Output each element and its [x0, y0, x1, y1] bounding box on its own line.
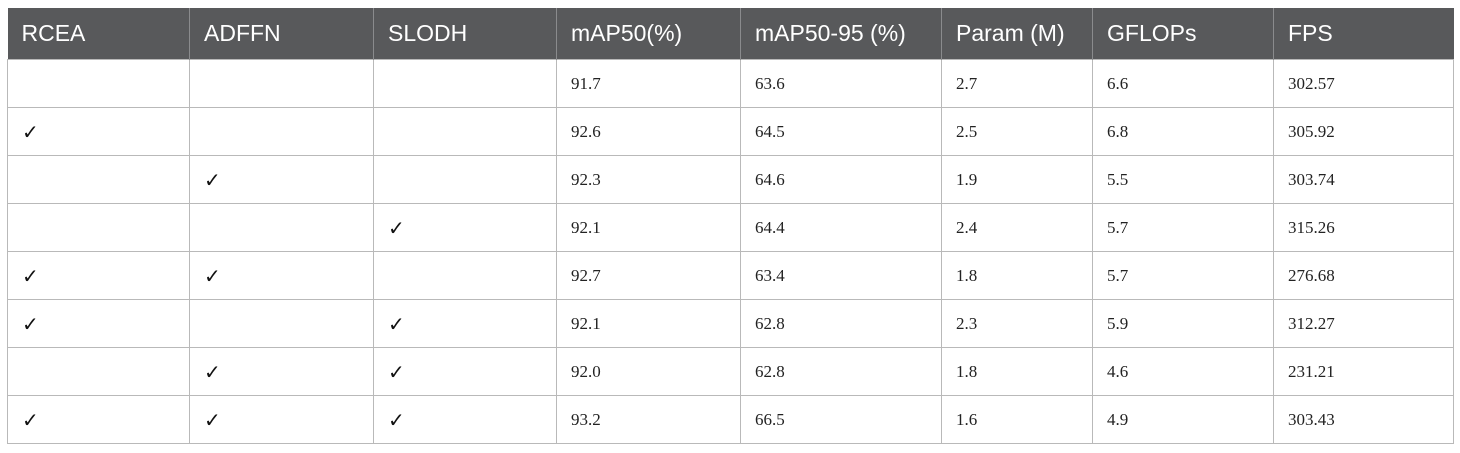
ablation-table: RCEA ADFFN SLODH mAP50(%) mAP50-95 (%) P… [7, 8, 1454, 444]
table-row: ✓ 92.6 64.5 2.5 6.8 305.92 [7, 107, 1454, 156]
cell-map50-95: 62.8 [740, 347, 942, 396]
cell-gflops: 6.8 [1092, 107, 1274, 156]
cell-map50-95: 64.6 [740, 155, 942, 204]
cell-slodh [373, 155, 557, 204]
cell-rcea [7, 59, 190, 108]
ablation-table-container: RCEA ADFFN SLODH mAP50(%) mAP50-95 (%) P… [7, 8, 1454, 444]
cell-map50: 91.7 [556, 59, 741, 108]
table-row: ✓ 92.1 64.4 2.4 5.7 315.26 [7, 203, 1454, 252]
cell-slodh [373, 107, 557, 156]
header-adffn: ADFFN [189, 8, 374, 60]
cell-param: 1.8 [941, 347, 1093, 396]
cell-adffn: ✓ [189, 347, 374, 396]
cell-fps: 305.92 [1273, 107, 1454, 156]
cell-map50-95: 62.8 [740, 299, 942, 348]
cell-map50: 92.1 [556, 203, 741, 252]
cell-rcea: ✓ [7, 299, 190, 348]
cell-param: 1.8 [941, 251, 1093, 300]
cell-fps: 303.74 [1273, 155, 1454, 204]
cell-map50: 92.6 [556, 107, 741, 156]
cell-rcea [7, 347, 190, 396]
cell-adffn: ✓ [189, 251, 374, 300]
table-body: 91.7 63.6 2.7 6.6 302.57 ✓ 92.6 64.5 2.5… [7, 59, 1454, 444]
header-fps: FPS [1273, 8, 1454, 60]
cell-gflops: 5.5 [1092, 155, 1274, 204]
cell-map50-95: 66.5 [740, 395, 942, 444]
cell-map50: 92.1 [556, 299, 741, 348]
cell-map50: 92.7 [556, 251, 741, 300]
cell-adffn [189, 203, 374, 252]
cell-slodh [373, 59, 557, 108]
cell-rcea: ✓ [7, 251, 190, 300]
cell-slodh [373, 251, 557, 300]
cell-param: 2.7 [941, 59, 1093, 108]
cell-fps: 231.21 [1273, 347, 1454, 396]
table-row: ✓ ✓ 92.1 62.8 2.3 5.9 312.27 [7, 299, 1454, 348]
cell-gflops: 4.9 [1092, 395, 1274, 444]
cell-rcea [7, 203, 190, 252]
cell-map50: 93.2 [556, 395, 741, 444]
header-rcea: RCEA [7, 8, 190, 60]
cell-param: 2.4 [941, 203, 1093, 252]
table-row: ✓ ✓ ✓ 93.2 66.5 1.6 4.9 303.43 [7, 395, 1454, 444]
cell-param: 1.6 [941, 395, 1093, 444]
cell-gflops: 6.6 [1092, 59, 1274, 108]
cell-fps: 303.43 [1273, 395, 1454, 444]
cell-param: 1.9 [941, 155, 1093, 204]
cell-gflops: 5.7 [1092, 251, 1274, 300]
cell-adffn [189, 59, 374, 108]
header-map50-95: mAP50-95 (%) [740, 8, 942, 60]
cell-param: 2.5 [941, 107, 1093, 156]
cell-adffn [189, 299, 374, 348]
cell-gflops: 5.9 [1092, 299, 1274, 348]
cell-rcea: ✓ [7, 107, 190, 156]
header-row: RCEA ADFFN SLODH mAP50(%) mAP50-95 (%) P… [7, 8, 1454, 60]
cell-adffn [189, 107, 374, 156]
cell-fps: 276.68 [1273, 251, 1454, 300]
cell-fps: 302.57 [1273, 59, 1454, 108]
cell-gflops: 5.7 [1092, 203, 1274, 252]
cell-map50: 92.3 [556, 155, 741, 204]
cell-map50-95: 64.5 [740, 107, 942, 156]
cell-slodh: ✓ [373, 203, 557, 252]
cell-slodh: ✓ [373, 395, 557, 444]
cell-slodh: ✓ [373, 347, 557, 396]
cell-map50: 92.0 [556, 347, 741, 396]
table-row: ✓ ✓ 92.0 62.8 1.8 4.6 231.21 [7, 347, 1454, 396]
cell-fps: 315.26 [1273, 203, 1454, 252]
header-param: Param (M) [941, 8, 1093, 60]
cell-fps: 312.27 [1273, 299, 1454, 348]
cell-map50-95: 64.4 [740, 203, 942, 252]
table-row: ✓ ✓ 92.7 63.4 1.8 5.7 276.68 [7, 251, 1454, 300]
header-map50: mAP50(%) [556, 8, 741, 60]
cell-rcea [7, 155, 190, 204]
cell-adffn: ✓ [189, 395, 374, 444]
header-gflops: GFLOPs [1092, 8, 1274, 60]
cell-map50-95: 63.4 [740, 251, 942, 300]
header-slodh: SLODH [373, 8, 557, 60]
cell-slodh: ✓ [373, 299, 557, 348]
cell-map50-95: 63.6 [740, 59, 942, 108]
cell-param: 2.3 [941, 299, 1093, 348]
cell-rcea: ✓ [7, 395, 190, 444]
cell-adffn: ✓ [189, 155, 374, 204]
table-row: 91.7 63.6 2.7 6.6 302.57 [7, 59, 1454, 108]
table-header: RCEA ADFFN SLODH mAP50(%) mAP50-95 (%) P… [7, 8, 1454, 60]
cell-gflops: 4.6 [1092, 347, 1274, 396]
table-row: ✓ 92.3 64.6 1.9 5.5 303.74 [7, 155, 1454, 204]
